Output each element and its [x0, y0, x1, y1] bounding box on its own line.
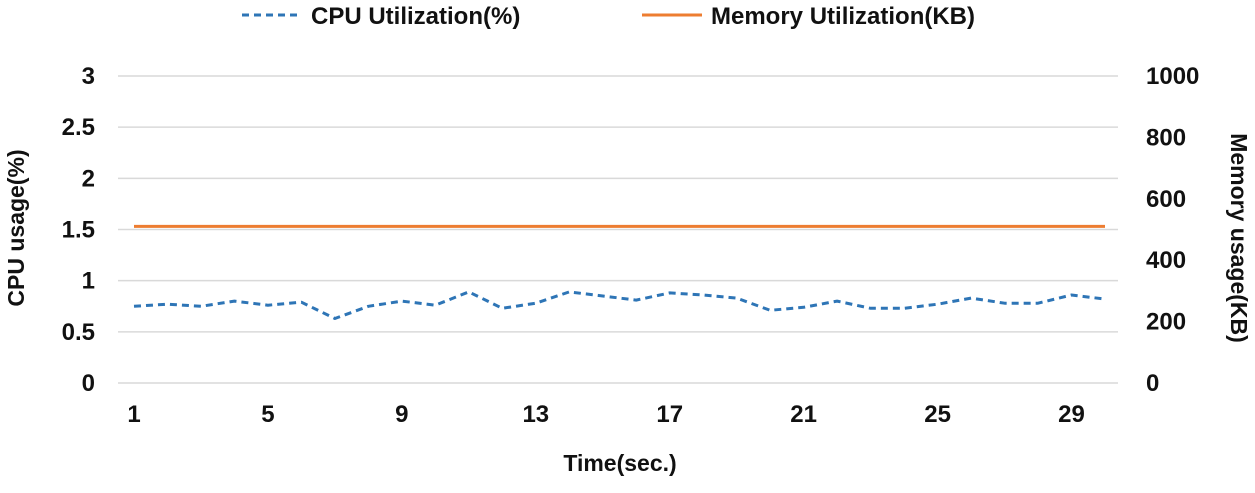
legend-memory-label: Memory Utilization(KB): [711, 3, 975, 30]
series-lines: [133, 224, 1106, 320]
x-tick-label: 9: [395, 401, 408, 428]
x-axis-ticks: 1 5 9 13 17 21 25 29: [127, 401, 1085, 428]
y2-tick-label: 400: [1146, 247, 1186, 274]
left-axis-ticks: 0 0.5 1 1.5 2 2.5 3: [62, 63, 95, 397]
right-axis-ticks: 0 200 400 600 800 1000: [1146, 63, 1199, 397]
gridlines: [118, 75, 1118, 384]
y2-axis-title: Memory usage(KB): [1226, 133, 1252, 343]
x-tick-label: 29: [1058, 401, 1085, 428]
x-tick-label: 13: [522, 401, 549, 428]
y-tick-label: 2.5: [62, 114, 95, 141]
y-tick-label: 1: [82, 268, 95, 295]
y-tick-label: 3: [82, 63, 95, 90]
y-tick-label: 1.5: [62, 217, 95, 244]
legend-cpu-label: CPU Utilization(%): [311, 3, 520, 30]
y2-tick-label: 200: [1146, 309, 1186, 336]
x-axis-title: Time(sec.): [563, 450, 676, 476]
legend: CPU Utilization(%) Memory Utilization(KB…: [242, 3, 975, 30]
x-tick-label: 21: [790, 401, 817, 428]
y-tick-label: 2: [82, 165, 95, 192]
y2-tick-label: 800: [1146, 124, 1186, 151]
y-tick-label: 0.5: [62, 319, 95, 346]
y2-tick-label: 0: [1146, 370, 1159, 397]
x-tick-label: 5: [261, 401, 274, 428]
y2-tick-label: 1000: [1146, 63, 1199, 90]
x-tick-label: 17: [656, 401, 683, 428]
y2-tick-label: 600: [1146, 186, 1186, 213]
x-tick-label: 25: [924, 401, 951, 428]
x-tick-label: 1: [127, 401, 140, 428]
y-axis-title: CPU usage(%): [3, 149, 29, 306]
cpu-utilization-line: [133, 290, 1106, 320]
y-tick-label: 0: [82, 370, 95, 397]
